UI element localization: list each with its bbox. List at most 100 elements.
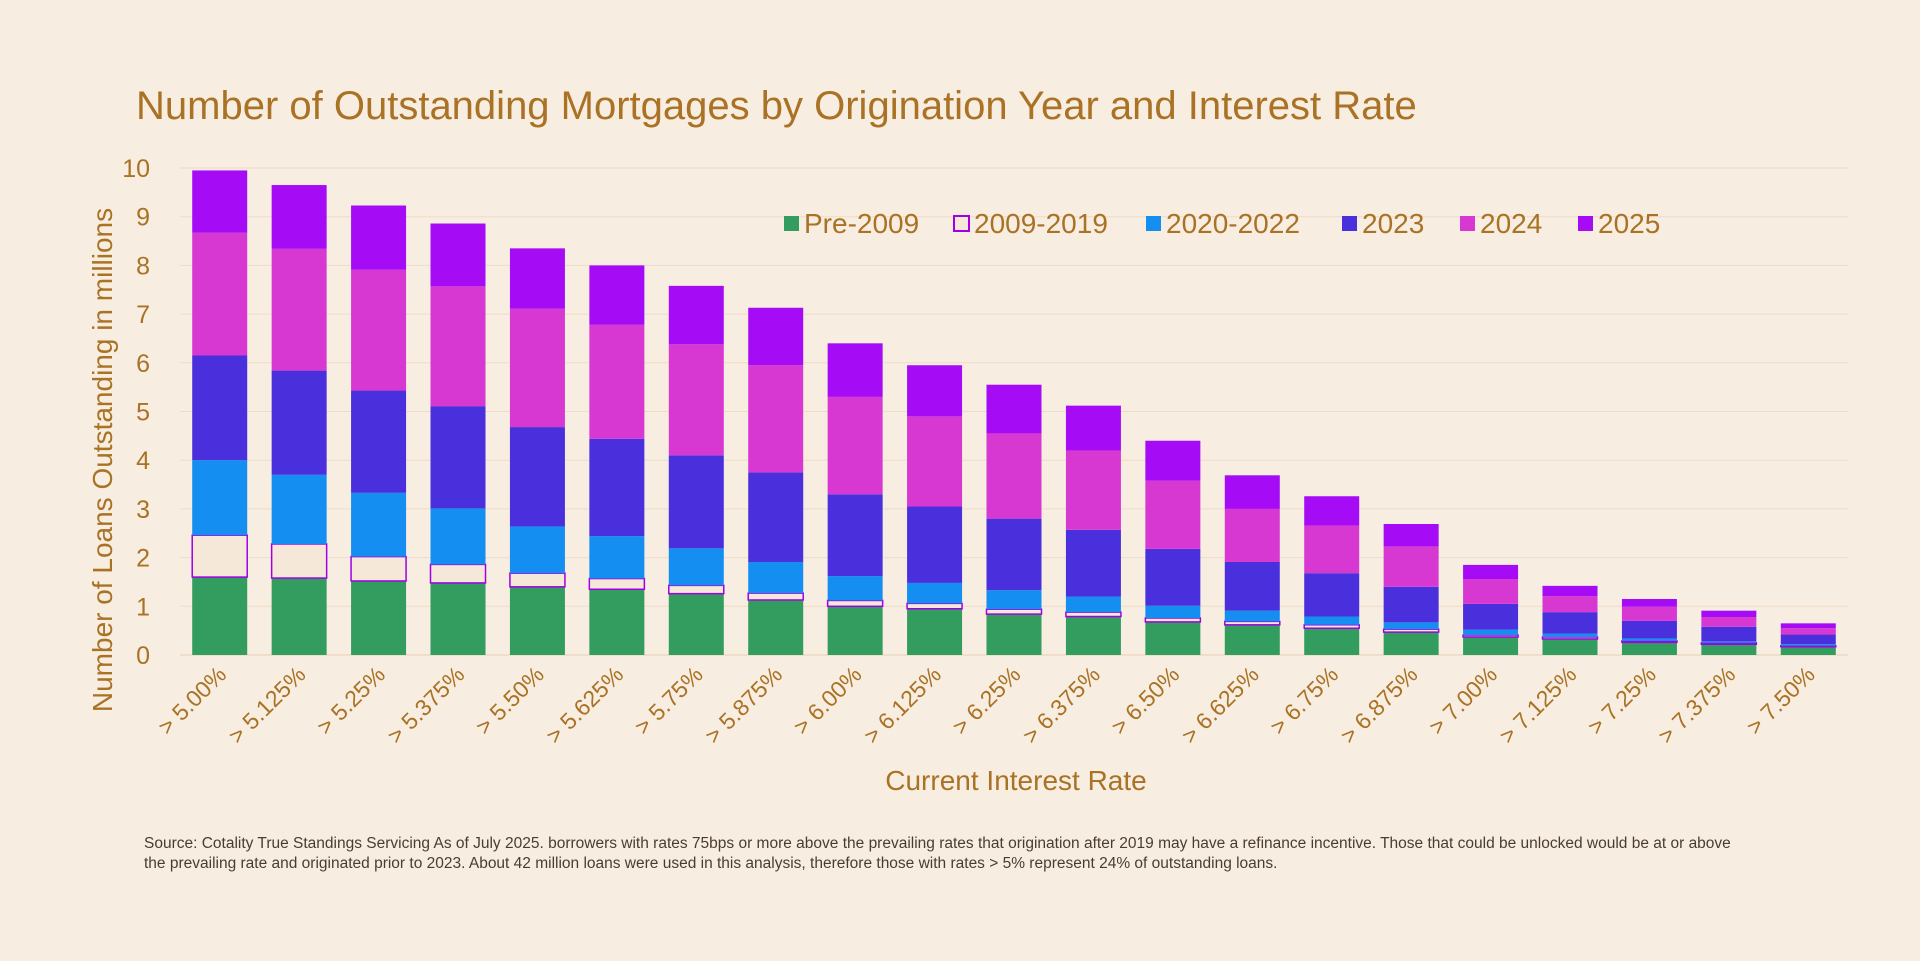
bar-segment-2024 [271,248,327,371]
bar-segment-2025 [1542,585,1598,597]
bar-segment-2009-2019 [1541,636,1599,640]
bar-segment-2023 [827,494,883,577]
x-tick-label: > 7.50% [1741,661,1820,740]
bar-segment-2025 [1065,405,1121,451]
legend-label: 2025 [1598,208,1660,239]
bar-segment-2024 [192,232,248,356]
legend-label: 2024 [1480,208,1542,239]
bar-segment-2024 [351,269,407,391]
bar-segment-2009-2019 [350,555,407,582]
bar-segment-2023 [1224,561,1280,611]
y-tick-label: 9 [136,204,150,232]
legend-swatch-2024 [1460,216,1475,231]
bar-segment-2009-2019 [429,563,487,584]
bar-segment-2009-2019 [985,608,1043,615]
bar-segment-2023 [1383,586,1439,623]
bar-segment-2024 [1383,546,1439,587]
chart-title: Number of Outstanding Mortgages by Origi… [136,84,1417,128]
y-tick-label: 6 [136,350,150,378]
bar-segment-pre-2009 [1621,642,1677,655]
x-tick-label: > 6.75% [1265,661,1344,740]
bar-segment-2025 [1224,475,1280,509]
bar-segment-2023 [1304,573,1360,617]
bar-segment-2024 [1780,628,1836,635]
bar-segment-2024 [907,416,963,507]
bar-segment-2023 [1145,548,1201,606]
bar-segment-2024 [1621,606,1677,621]
y-tick-label: 3 [136,496,150,524]
x-tick-label: > 5.50% [470,661,549,740]
bar-segment-2020-2022 [271,474,327,544]
bar-segment-2025 [589,265,645,325]
x-tick-label: > 6.25% [947,661,1026,740]
bar-segment-2009-2019 [906,602,963,610]
x-tick-label: > 6.375% [1017,661,1105,749]
bar-segment-2009-2019 [1382,628,1440,633]
bar-segment-2023 [430,406,486,509]
bar-segment-2024 [1463,579,1519,604]
legend-swatch-2020-2022 [1146,216,1161,231]
bar-segment-2024 [1145,480,1201,549]
legend-label: Pre-2009 [804,208,919,239]
bar-segment-2023 [1542,612,1598,634]
y-tick-label: 1 [136,593,150,621]
bar-segment-2025 [1621,598,1677,607]
x-tick-label: > 7.125% [1494,661,1582,749]
bar-segment-2025 [986,384,1042,434]
x-tick-label: > 5.375% [382,661,470,749]
bar-segment-pre-2009 [509,586,565,655]
bar-segment-pre-2009 [1224,624,1280,655]
bar-segment-2020-2022 [827,576,883,601]
legend-label: 2020-2022 [1166,208,1300,239]
bar-segment-pre-2009 [1145,621,1201,655]
bar-segment-2025 [907,365,963,417]
bar-segment-2020-2022 [1542,633,1598,637]
bar-segment-2023 [1463,603,1519,630]
bar-segment-2020-2022 [1701,641,1757,643]
x-tick-label: > 6.625% [1176,661,1264,749]
bar-segment-pre-2009 [192,577,248,655]
bar-segment-pre-2009 [1780,646,1836,655]
legend-swatch-2023 [1342,216,1357,231]
bar-segment-2009-2019 [1144,617,1202,623]
y-axis-ticks: 0 1 2 3 4 5 6 7 8 9 10 [122,155,150,670]
bar-segment-2024 [1224,508,1280,562]
bar-segment-2025 [509,248,565,309]
bar-segment-2023 [748,472,804,562]
bar-segment-2020-2022 [1145,605,1201,618]
bar-segment-2009-2019 [1780,644,1837,648]
bar-segment-2009-2019 [270,543,328,579]
bar-segment-2023 [986,518,1042,591]
x-tick-label: > 6.50% [1106,661,1185,740]
bar-segment-2025 [827,343,883,397]
bar-segment-2020-2022 [1304,616,1360,625]
bar-segment-2023 [1780,634,1836,645]
bar-segment-2020-2022 [748,561,804,594]
bar-segment-2023 [1065,529,1121,597]
bar-segment-pre-2009 [1701,644,1757,655]
bar-segment-2020-2022 [1621,638,1677,641]
bar-segment-2023 [271,370,327,475]
bar-segment-2020-2022 [589,536,645,579]
y-tick-label: 5 [136,399,150,427]
bar-segment-2009-2019 [1700,642,1758,646]
bar-segment-2020-2022 [1463,629,1519,636]
x-tick-label: > 5.00% [153,661,232,740]
bar-segment-2009-2019 [1303,624,1360,629]
bar-segment-pre-2009 [1065,616,1121,655]
bar-segment-2025 [1463,564,1519,580]
y-tick-label: 2 [136,545,150,573]
x-axis-ticks: > 5.00%> 5.125% > 5.25%> 5.375% > 5.50%> 5… [153,661,1820,749]
bar-segment-2025 [351,205,407,270]
bar-segment-2009-2019 [1621,640,1678,644]
x-tick-label: > 6.875% [1335,661,1423,749]
bar-segment-2025 [1780,623,1836,629]
bar-segment-pre-2009 [1542,638,1598,655]
bar-segment-2023 [907,506,963,583]
bar-segment-2024 [748,365,804,473]
bar-segment-pre-2009 [271,578,327,655]
x-tick-label: > 5.625% [541,661,629,749]
bar-segment-2020-2022 [1383,622,1439,630]
x-tick-label: > 6.00% [788,661,867,740]
